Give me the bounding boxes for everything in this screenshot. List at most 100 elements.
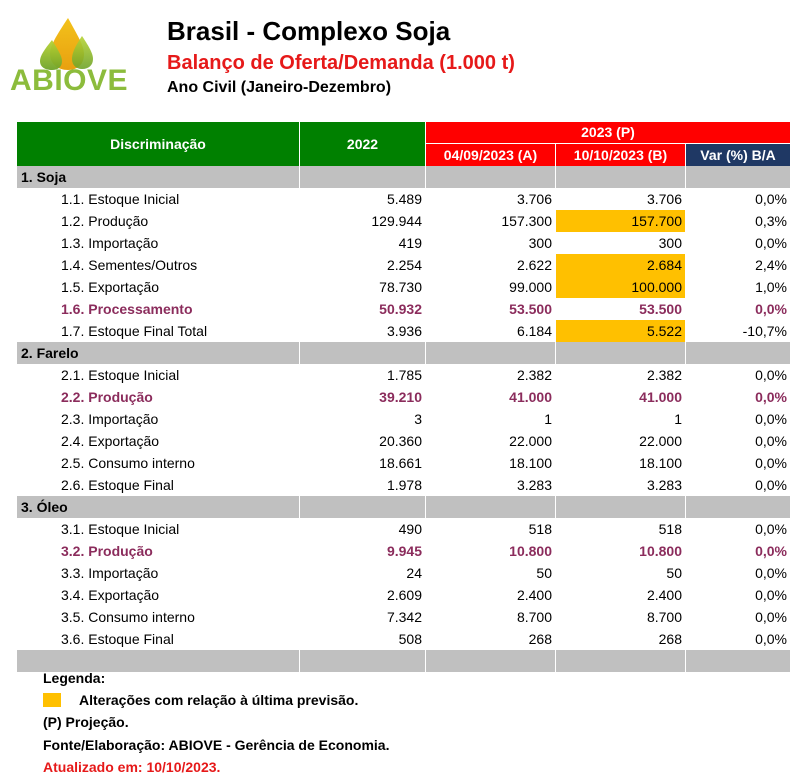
value-var: 0,0%	[755, 609, 787, 625]
value-var: 0,0%	[755, 389, 787, 405]
row-label: 2.2. Produção	[61, 389, 153, 405]
table-row: 1.2. Produção 129.944 157.300 157.700 0,3%	[17, 210, 790, 232]
value-var: -10,7%	[742, 323, 787, 339]
table-footer-bar	[17, 650, 790, 672]
value-2022: 490	[398, 521, 422, 537]
value-b: 3.706	[646, 191, 682, 207]
table-row: 2.3. Importação 3 1 1 0,0%	[17, 408, 790, 430]
value-a: 50	[536, 565, 552, 581]
value-2022: 7.342	[386, 609, 422, 625]
table-row: 3.3. Importação 24 50 50 0,0%	[17, 562, 790, 584]
value-a: 22.000	[509, 433, 552, 449]
row-label: 1.6. Processamento	[61, 301, 193, 317]
page-title: Brasil - Complexo Soja	[167, 16, 451, 46]
table-row: 1.6. Processamento 50.932 53.500 53.500 0,0%	[17, 298, 790, 320]
legend-title: Legenda:	[43, 670, 106, 686]
section-title: 2. Farelo	[17, 342, 299, 364]
value-b: 53.500	[639, 301, 682, 317]
value-var: 0,3%	[755, 213, 787, 229]
value-b: 3.283	[646, 477, 682, 493]
section-title: 3. Óleo	[17, 496, 299, 518]
value-2022: 419	[398, 235, 422, 251]
abiove-logo-drops-icon	[40, 18, 93, 70]
period-label: Ano Civil (Janeiro-Dezembro)	[167, 79, 392, 96]
page-subtitle: Balanço de Oferta/Demanda (1.000 t)	[167, 52, 515, 74]
table-row: 1.5. Exportação 78.730 99.000 100.000 1,0%	[17, 276, 790, 298]
header-2022: 2022	[300, 122, 425, 166]
table-row: 2.5. Consumo interno 18.661 18.100 18.100 0,…	[17, 452, 790, 474]
header-var: Var (%) B/A	[686, 144, 790, 166]
table-row: 2.1. Estoque Inicial 1.785 2.382 2.382 0,0%	[17, 364, 790, 386]
value-var: 0,0%	[755, 477, 787, 493]
value-var: 0,0%	[755, 191, 787, 207]
row-label: 2.5. Consumo interno	[61, 455, 195, 471]
value-b: 5.522	[556, 320, 685, 342]
logo-wordmark: ABIOVE	[10, 64, 129, 97]
legend-updated: Atualizado em: 10/10/2023.	[43, 759, 221, 775]
value-b: 100.000	[556, 276, 685, 298]
value-var: 0,0%	[755, 587, 787, 603]
value-var: 0,0%	[755, 543, 787, 559]
value-a: 6.184	[516, 323, 552, 339]
value-var: 0,0%	[755, 631, 787, 647]
value-2022: 20.360	[379, 433, 422, 449]
value-a: 10.800	[509, 543, 552, 559]
value-b: 300	[658, 235, 682, 251]
value-a: 1	[544, 411, 552, 427]
row-label: 2.4. Exportação	[61, 433, 160, 449]
table-row: 2.6. Estoque Final 1.978 3.283 3.283 0,0%	[17, 474, 790, 496]
value-2022: 129.944	[371, 213, 422, 229]
row-label: 1.5. Exportação	[61, 279, 160, 295]
value-var: 0,0%	[755, 411, 787, 427]
value-b: 8.700	[646, 609, 682, 625]
value-2022: 5.489	[386, 191, 422, 207]
value-2022: 39.210	[379, 389, 422, 405]
table-body: 1. Soja 1.1. Estoque Inicial 5.489 3.706 3.7…	[17, 166, 790, 650]
value-b: 41.000	[639, 389, 682, 405]
value-b: 157.700	[556, 210, 685, 232]
table-header: Discriminação 2022 2023 (P) 04/09/2023 (…	[17, 122, 790, 166]
row-label: 3.3. Importação	[61, 565, 159, 581]
section-title: 1. Soja	[17, 166, 299, 188]
row-label: 2.1. Estoque Inicial	[61, 367, 180, 383]
value-a: 3.706	[516, 191, 552, 207]
row-label: 1.4. Sementes/Outros	[61, 257, 198, 273]
value-var: 0,0%	[755, 301, 787, 317]
row-label: 1.1. Estoque Inicial	[61, 191, 180, 207]
value-a: 2.382	[516, 367, 552, 383]
value-b: 10.800	[639, 543, 682, 559]
value-var: 0,0%	[755, 367, 787, 383]
value-b: 268	[658, 631, 682, 647]
highlight-swatch	[43, 693, 61, 707]
table-row: 3.1. Estoque Inicial 490 518 518 0,0%	[17, 518, 790, 540]
value-2022: 9.945	[386, 543, 422, 559]
table-row: 3.6. Estoque Final 508 268 268 0,0%	[17, 628, 790, 650]
value-a: 2.622	[516, 257, 552, 273]
row-label: 1.2. Produção	[61, 213, 149, 229]
row-label: 1.7. Estoque Final Total	[61, 323, 208, 339]
supply-demand-table: Discriminação 2022 2023 (P) 04/09/2023 (…	[17, 122, 790, 672]
value-a: 18.100	[509, 455, 552, 471]
table-row: 3.4. Exportação 2.609 2.400 2.400 0,0%	[17, 584, 790, 606]
value-b: 18.100	[639, 455, 682, 471]
value-a: 268	[528, 631, 552, 647]
value-var: 1,0%	[755, 279, 787, 295]
value-2022: 508	[398, 631, 422, 647]
value-2022: 78.730	[379, 279, 422, 295]
table-row: 2.4. Exportação 20.360 22.000 22.000 0,0%	[17, 430, 790, 452]
value-b: 22.000	[639, 433, 682, 449]
value-a: 3.283	[516, 477, 552, 493]
legend-projection: (P) Projeção.	[43, 714, 129, 730]
value-var: 0,0%	[755, 455, 787, 471]
header-col-a: 04/09/2023 (A)	[426, 144, 555, 166]
value-2022: 1.785	[386, 367, 422, 383]
value-var: 0,0%	[755, 235, 787, 251]
table-row: 2.2. Produção 39.210 41.000 41.000 0,0%	[17, 386, 790, 408]
row-label: 3.4. Exportação	[61, 587, 160, 603]
legend-highlight-text: Alterações com relação à última previsão…	[79, 692, 359, 708]
legend-source: Fonte/Elaboração: ABIOVE - Gerência de E…	[43, 737, 390, 753]
value-b: 2.382	[646, 367, 682, 383]
value-2022: 3.936	[386, 323, 422, 339]
value-a: 157.300	[501, 213, 552, 229]
section-row: 1. Soja	[17, 166, 790, 188]
